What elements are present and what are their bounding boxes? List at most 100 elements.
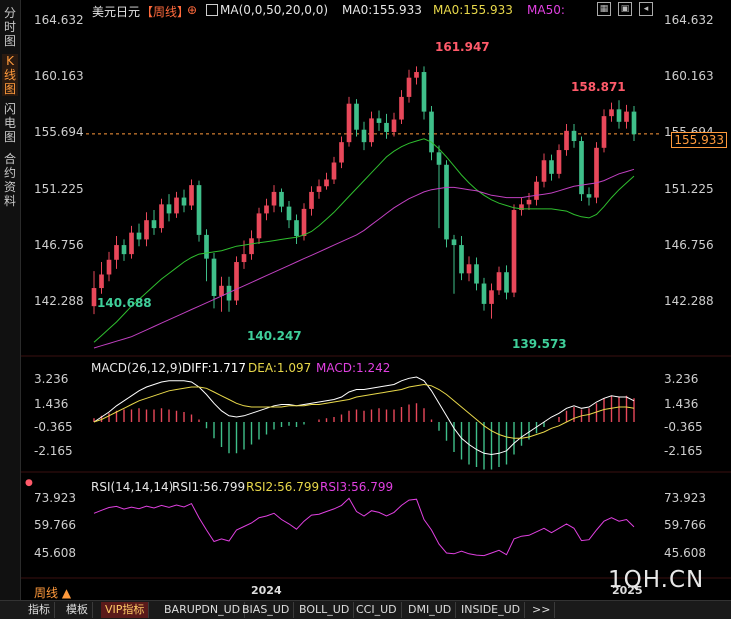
- high-annotation-161947: 161.947: [435, 40, 490, 54]
- candle-body: [346, 103, 352, 143]
- price-tick-right-0: 164.632: [664, 13, 714, 27]
- tab-templates[interactable]: 模板: [62, 602, 93, 618]
- candle-body: [174, 197, 179, 214]
- window-restore-icon[interactable]: ▣: [618, 2, 632, 16]
- candle-body: [279, 191, 284, 207]
- candle-body: [459, 245, 464, 274]
- macd-tick-right-3: -2.165: [664, 444, 703, 458]
- candle-body: [271, 191, 277, 206]
- macd-tick-right-1: 1.436: [664, 397, 699, 411]
- indicator-tab-bar: 指标 模板 VIP指标 BARUPDN_UD BIAS_UD BOLL_UD C…: [0, 600, 731, 619]
- low-annotation-140247: 140.247: [247, 329, 302, 343]
- tab-cci[interactable]: CCI_UD: [352, 602, 402, 618]
- candle-body: [91, 288, 97, 307]
- sidebar-tab-intraday[interactable]: 分时图: [3, 6, 16, 48]
- macd-macd-value: MACD:1.242: [316, 361, 391, 375]
- ma-settings-label: MA(0,0,50,20,0,0): [220, 3, 329, 17]
- tab-more[interactable]: >>: [528, 602, 556, 618]
- rsi-line: [93, 497, 635, 557]
- price-tick-right-3: 151.225: [664, 182, 714, 196]
- candle-body: [496, 272, 502, 291]
- macd-tick-left-2: -0.365: [34, 420, 73, 434]
- price-tick-left-1: 160.163: [34, 69, 84, 83]
- candle-body: [474, 264, 479, 284]
- candle-body: [391, 119, 397, 132]
- candle-body: [256, 213, 262, 239]
- price-tick-left-5: 142.288: [34, 294, 84, 308]
- sidebar-tab-flash[interactable]: 闪电图: [3, 102, 16, 144]
- price-tick-left-2: 155.694: [34, 125, 84, 139]
- sidebar-tab-contract-info[interactable]: 合约资料: [3, 152, 16, 208]
- macd-tick-left-0: 3.236: [34, 372, 69, 386]
- candle-body: [586, 194, 592, 198]
- rsi3-value: RSI3:56.799: [320, 480, 394, 494]
- price-tick-right-4: 146.756: [664, 238, 714, 252]
- macd-tick-left-3: -2.165: [34, 444, 73, 458]
- candle-body: [429, 111, 434, 153]
- candle-body: [129, 232, 134, 255]
- candle-body: [324, 179, 329, 187]
- candle-body: [204, 234, 209, 259]
- tab-dmi[interactable]: DMI_UD: [404, 602, 457, 618]
- tab-indicators[interactable]: 指标: [24, 602, 55, 618]
- sidebar-tab-kline[interactable]: K线图: [2, 54, 18, 96]
- candle-body: [106, 259, 112, 275]
- collapse-panel-icon[interactable]: ◂: [639, 2, 653, 16]
- candle-body: [406, 77, 412, 97]
- price-tick-left-4: 146.756: [34, 238, 84, 252]
- ma-short-line: [93, 138, 635, 343]
- period-tag[interactable]: 【周线】: [141, 5, 190, 19]
- ma-settings-icon[interactable]: [206, 4, 218, 16]
- candle-body: [616, 109, 622, 122]
- x-label-2025: 2025: [612, 584, 643, 597]
- macd-title: MACD(26,12,9): [91, 361, 183, 375]
- rsi-tick-left-2: 45.608: [34, 546, 76, 560]
- candle-body: [384, 122, 389, 132]
- tab-barupdn[interactable]: BARUPDN_UD: [160, 602, 246, 618]
- candle-body: [136, 232, 142, 240]
- rsi1-value: RSI1:56.799: [172, 480, 246, 494]
- candle-body: [219, 285, 224, 296]
- candle-body: [181, 197, 187, 206]
- period-selector[interactable]: 周线 ▲: [34, 586, 72, 600]
- watermark: 1QH.CN: [608, 567, 705, 593]
- rsi-title: RSI(14,14,14): [91, 480, 174, 494]
- add-indicator-icon[interactable]: ⊕: [187, 3, 198, 17]
- tab-vip-indicators[interactable]: VIP指标: [101, 602, 150, 618]
- macd-diff-line: [93, 376, 635, 456]
- ma0-label: MA0:155.933: [342, 3, 422, 17]
- symbol-name: 美元日元: [92, 5, 141, 19]
- grid-settings-icon[interactable]: ▦: [597, 2, 611, 16]
- candle-body: [264, 205, 269, 214]
- candle-body: [211, 258, 217, 296]
- candle-body: [376, 118, 382, 123]
- x-label-2024: 2024: [251, 584, 282, 597]
- candle-body: [339, 142, 344, 163]
- candle-body: [121, 245, 127, 255]
- price-tick-left-0: 164.632: [34, 13, 84, 27]
- candle-body: [541, 160, 547, 182]
- candle-body: [444, 164, 449, 240]
- candle-body: [571, 130, 577, 142]
- tab-bias[interactable]: BIAS_UD: [238, 602, 295, 618]
- candle-body: [189, 185, 194, 206]
- candle-body: [421, 72, 427, 112]
- chart-header: 美元日元 【周线】 ⊕ MA(0,0,50,20,0,0) MA0:155.93…: [20, 0, 710, 20]
- tab-inside[interactable]: INSIDE_UD: [457, 602, 526, 618]
- candle-body: [196, 185, 202, 235]
- rsi2-value: RSI2:56.799: [246, 480, 320, 494]
- candle-body: [234, 262, 239, 301]
- candle-body: [114, 245, 119, 260]
- price-tick-left-3: 151.225: [34, 182, 84, 196]
- ma-long-line: [93, 168, 635, 349]
- tab-boll[interactable]: BOLL_UD: [295, 602, 355, 618]
- low-annotation-140688: 140.688: [97, 296, 152, 310]
- candle-body: [631, 111, 637, 135]
- candle-body: [414, 72, 419, 78]
- candle-body: [466, 264, 472, 274]
- macd-tick-right-0: 3.236: [664, 372, 699, 386]
- rsi-tick-left-0: 73.923: [34, 491, 76, 505]
- macd-diff-value: DIFF:1.717: [182, 361, 247, 375]
